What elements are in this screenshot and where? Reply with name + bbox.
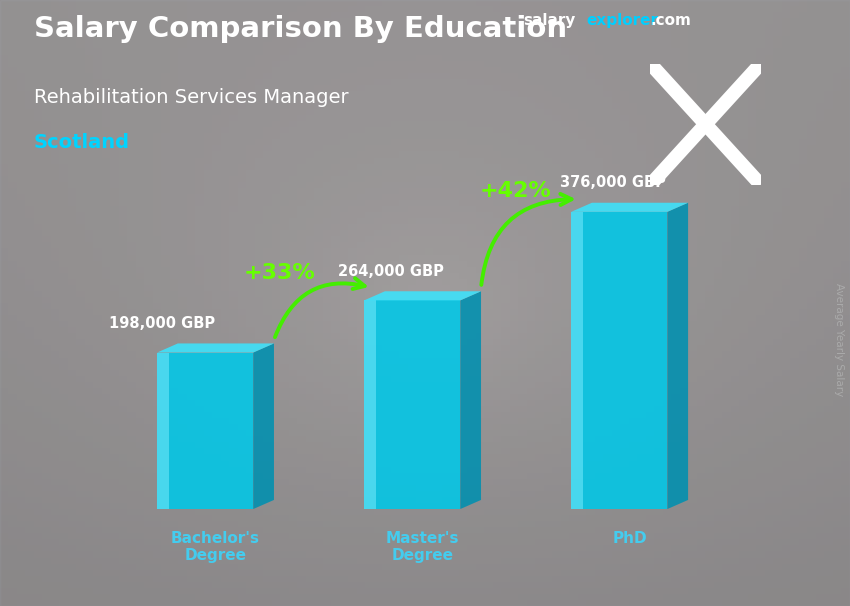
Text: Master's
Degree: Master's Degree	[386, 531, 459, 563]
Polygon shape	[364, 301, 376, 509]
Text: 376,000 GBP: 376,000 GBP	[560, 175, 666, 190]
Polygon shape	[667, 203, 688, 509]
Text: Scotland: Scotland	[34, 133, 130, 152]
Text: .com: .com	[650, 13, 691, 28]
Text: Salary Comparison By Education: Salary Comparison By Education	[34, 15, 567, 43]
Text: PhD: PhD	[612, 531, 647, 546]
Text: +33%: +33%	[243, 262, 315, 282]
Text: Average Yearly Salary: Average Yearly Salary	[834, 283, 844, 396]
Polygon shape	[157, 353, 253, 509]
Text: 264,000 GBP: 264,000 GBP	[338, 264, 445, 279]
Polygon shape	[157, 353, 168, 509]
Polygon shape	[364, 301, 461, 509]
Text: +42%: +42%	[480, 181, 552, 201]
Polygon shape	[571, 212, 583, 509]
Text: Bachelor's
Degree: Bachelor's Degree	[171, 531, 260, 563]
Polygon shape	[364, 291, 481, 301]
Polygon shape	[571, 212, 667, 509]
Polygon shape	[253, 344, 274, 509]
Text: 198,000 GBP: 198,000 GBP	[109, 316, 215, 331]
Text: salary: salary	[523, 13, 575, 28]
Text: Rehabilitation Services Manager: Rehabilitation Services Manager	[34, 88, 348, 107]
Text: explorer: explorer	[586, 13, 659, 28]
Polygon shape	[461, 291, 481, 509]
Polygon shape	[571, 203, 688, 212]
Polygon shape	[157, 344, 274, 353]
